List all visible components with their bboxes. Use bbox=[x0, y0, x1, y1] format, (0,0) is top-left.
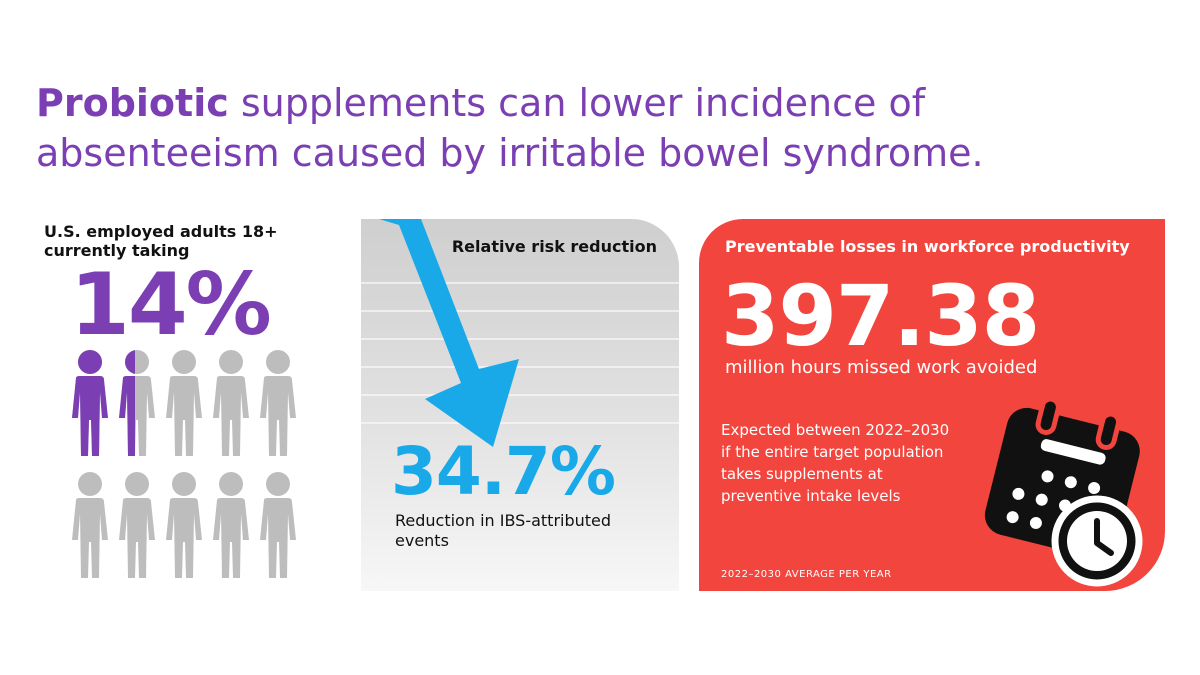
risk-title: Relative risk reduction bbox=[451, 237, 657, 256]
loss-value: 397.38 bbox=[721, 267, 1040, 365]
person-icon bbox=[166, 350, 202, 456]
loss-title: Preventable losses in workforce producti… bbox=[725, 237, 1130, 256]
loss-footnote: 2022–2030 AVERAGE PER YEAR bbox=[721, 569, 892, 580]
loss-unit: million hours missed work avoided bbox=[725, 357, 1038, 378]
person-icon bbox=[72, 350, 108, 456]
people-pictogram bbox=[72, 350, 296, 578]
loss-note: Expected between 2022–2030 if the entire… bbox=[721, 421, 950, 505]
person-icon bbox=[213, 350, 249, 456]
person-icon bbox=[119, 350, 155, 456]
usage-value: 14% bbox=[70, 255, 272, 355]
loss-card: Preventable losses in workforce producti… bbox=[699, 219, 1165, 591]
background-stripes bbox=[361, 282, 679, 424]
person-icon bbox=[119, 472, 155, 578]
down-arrow-icon bbox=[379, 219, 519, 447]
person-icon bbox=[166, 472, 202, 578]
headline-emphasis: Probiotic bbox=[36, 81, 229, 125]
risk-value: 34.7% bbox=[391, 433, 616, 510]
headline: Probiotic supplements can lower incidenc… bbox=[36, 78, 1176, 178]
risk-description: Reduction in IBS-attributed events bbox=[395, 511, 612, 550]
person-icon bbox=[213, 472, 249, 578]
usage-label: U.S. employed adults 18+ currently takin… bbox=[44, 222, 278, 260]
person-icon bbox=[72, 472, 108, 578]
calendar-clock-icon bbox=[984, 396, 1143, 587]
risk-card: Relative risk reduction 34.7% Reduction … bbox=[361, 219, 679, 591]
person-icon bbox=[260, 350, 296, 456]
person-icon bbox=[260, 472, 296, 578]
headline-rest: supplements can lower incidence of absen… bbox=[36, 81, 984, 175]
